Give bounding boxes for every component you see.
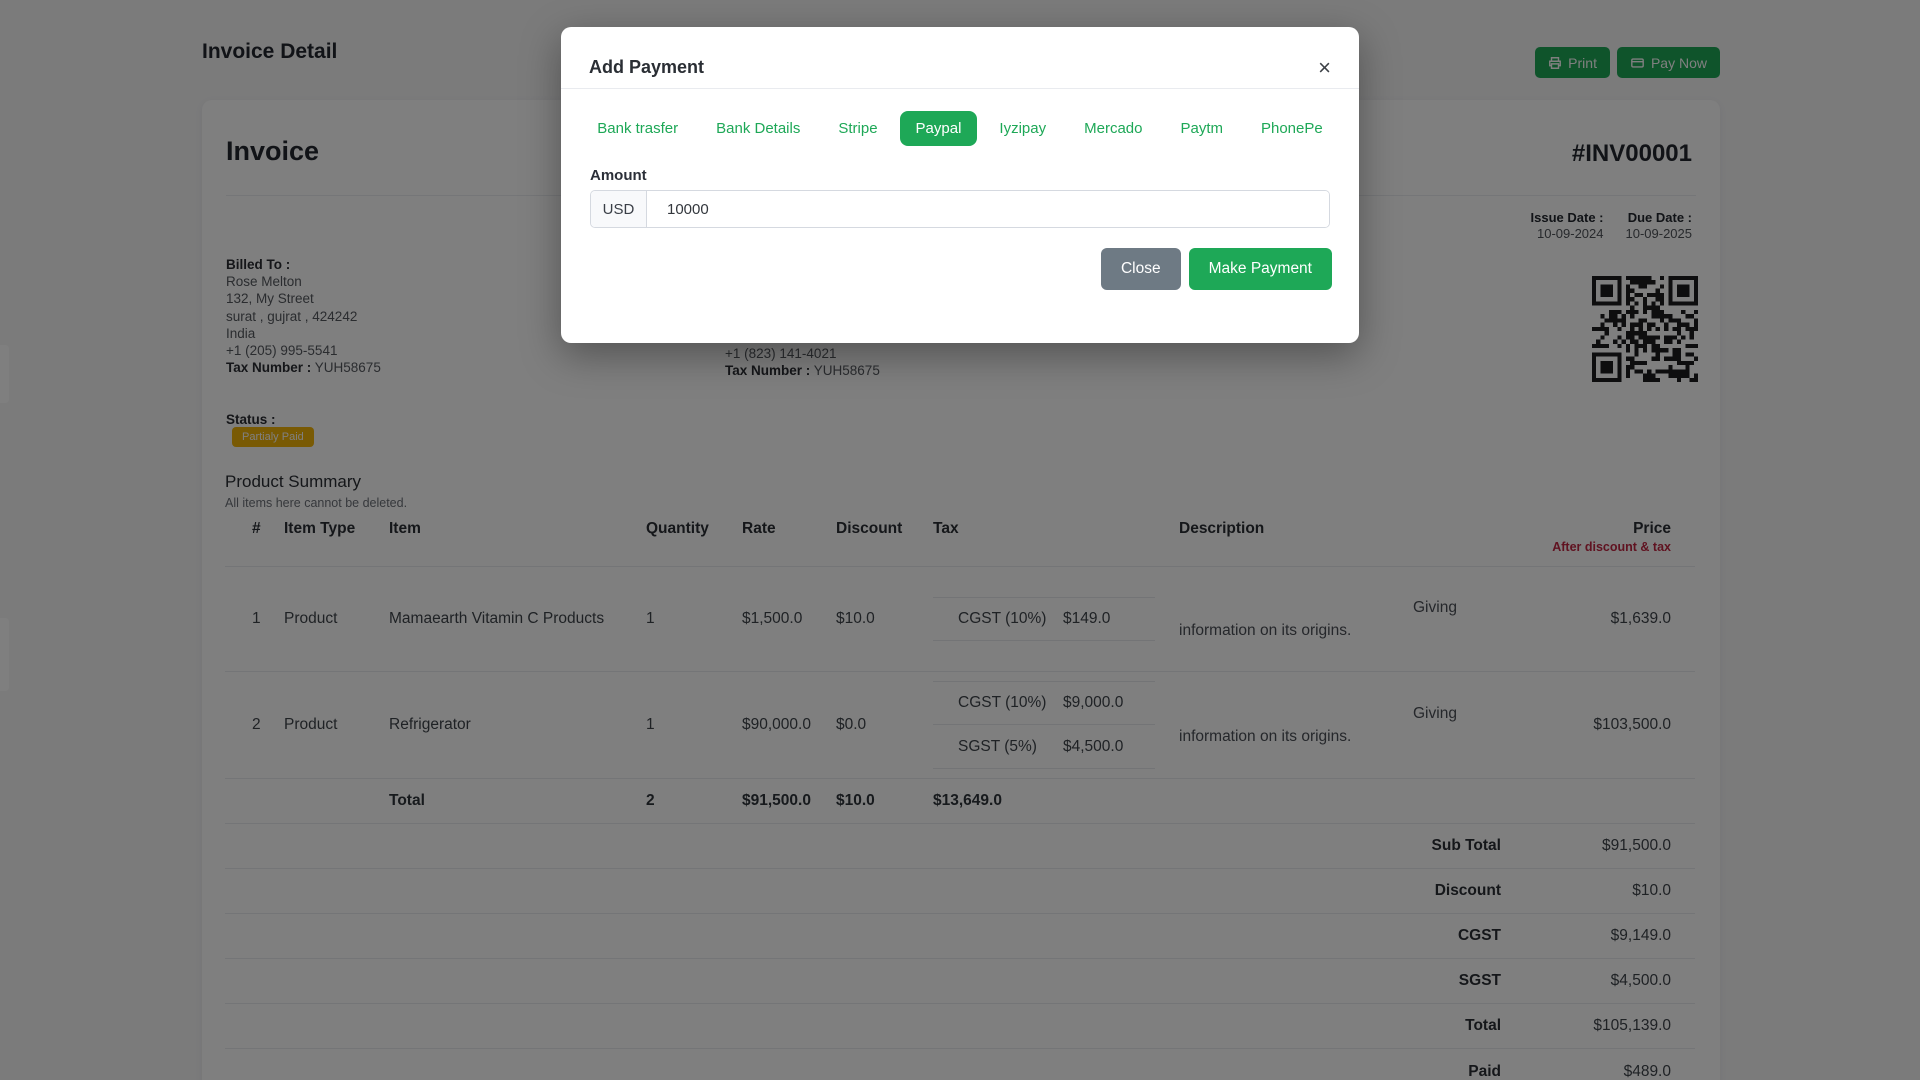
modal-actions: Close Make Payment (561, 248, 1332, 290)
tab-iyzipay[interactable]: Iyzipay (983, 111, 1062, 146)
tab-paypal[interactable]: Paypal (899, 111, 978, 146)
add-payment-modal: Add Payment × Bank trasfer Bank Details … (561, 27, 1359, 343)
currency-addon: USD (591, 191, 647, 227)
tab-bank-details[interactable]: Bank Details (700, 111, 816, 146)
payment-method-tabs: Bank trasfer Bank Details Stripe Paypal … (561, 111, 1359, 146)
tab-mercado[interactable]: Mercado (1068, 111, 1158, 146)
amount-input[interactable] (647, 191, 1329, 227)
modal-title: Add Payment (589, 57, 705, 77)
modal-header: Add Payment × (561, 27, 1359, 89)
amount-label: Amount (590, 167, 647, 184)
amount-input-group: USD (590, 190, 1330, 228)
tab-bank-transfer[interactable]: Bank trasfer (581, 111, 694, 146)
tab-phonepe[interactable]: PhonePe (1245, 111, 1339, 146)
close-icon[interactable]: × (1318, 54, 1331, 80)
tab-paytm[interactable]: Paytm (1164, 111, 1239, 146)
tab-stripe[interactable]: Stripe (822, 111, 893, 146)
modal-close-button[interactable]: Close (1100, 248, 1181, 290)
make-payment-button[interactable]: Make Payment (1188, 248, 1332, 290)
